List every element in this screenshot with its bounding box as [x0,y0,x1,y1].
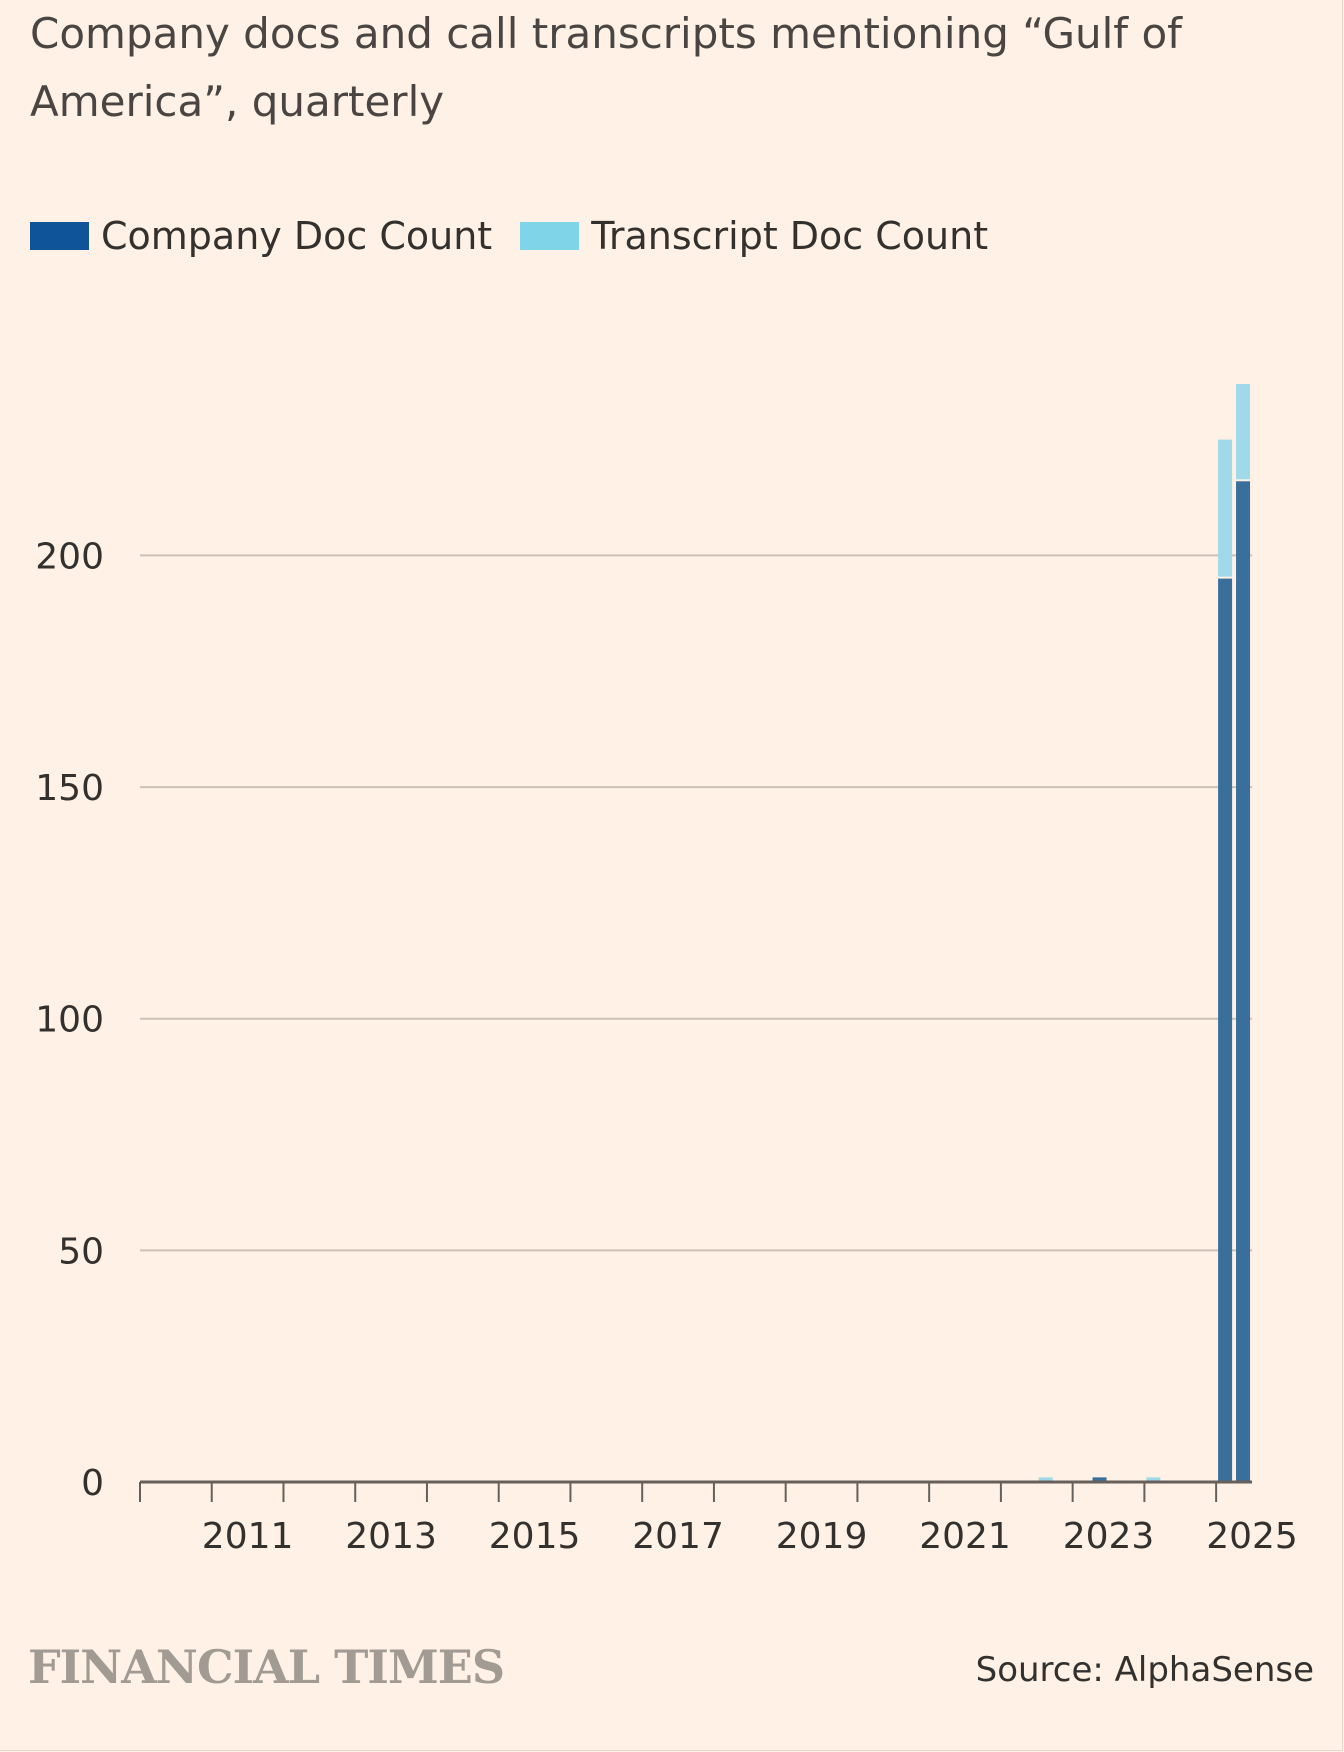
x-tick-label-2021: 2021 [919,1516,1011,1557]
legend-swatch-transcript [520,222,580,250]
legend-label-company: Company Doc Count [101,214,493,258]
y-tick-label-0: 0 [81,1463,104,1504]
bar-transcript-2025-q2 [1236,384,1251,480]
ft-logo: FINANCIAL TIMES [28,1640,505,1694]
x-tick-label-2013: 2013 [345,1516,437,1557]
y-tick-label-50: 50 [58,1231,104,1272]
x-tick-label-2019: 2019 [776,1516,868,1557]
bar-transcript-2024-q1 [1146,1477,1161,1482]
bar-company-2025-q2 [1236,481,1251,1482]
source-note: Source: AlphaSense [975,1650,1314,1690]
bar-transcript-2025-q1 [1218,439,1233,577]
legend-item-company: Company Doc Count [30,214,492,258]
legend: Company Doc Count Transcript Doc Count [30,214,1016,258]
legend-swatch-company [30,222,89,250]
y-tick-label-100: 100 [35,1000,104,1041]
chart-title: Company docs and call transcripts mentio… [30,9,1182,126]
bar-company-2025-q1 [1218,578,1233,1482]
y-tick-label-150: 150 [35,768,104,809]
x-tick-label-2023: 2023 [1063,1516,1155,1557]
x-tick-label-2025: 2025 [1206,1516,1298,1557]
bar-transcript-2022-q3 [1038,1477,1053,1482]
legend-label-transcript: Transcript Doc Count [591,214,989,258]
x-tick-label-2011: 2011 [202,1516,294,1557]
bar-company-2023-q2 [1092,1477,1107,1482]
x-tick-label-2015: 2015 [489,1516,581,1557]
legend-item-transcript: Transcript Doc Count [520,214,988,258]
x-tick-label-2017: 2017 [632,1516,724,1557]
y-tick-label-200: 200 [35,536,104,577]
